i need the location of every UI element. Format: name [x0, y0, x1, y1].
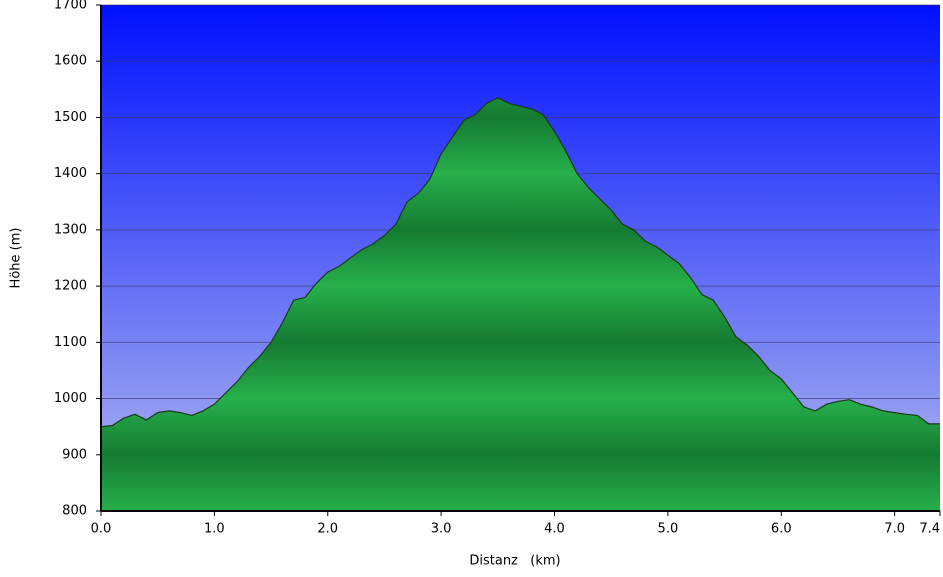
x-tick-label: 6.0: [771, 522, 792, 537]
x-axis-label: Distanz (km): [469, 554, 560, 569]
y-tick-label: 1700: [54, 0, 87, 13]
x-tick-label: 4.0: [544, 522, 565, 537]
x-tick-label: 3.0: [431, 522, 452, 537]
x-tick-label: 7.0: [884, 522, 905, 537]
y-axis-label: Höhe (m): [9, 228, 24, 289]
y-tick-label: 1100: [54, 335, 87, 350]
elevation-area: [101, 97, 940, 512]
y-tick-label: 1200: [54, 279, 87, 294]
elevation-line: [100, 97, 940, 428]
y-tick-label: 1300: [54, 222, 87, 237]
x-tick-label: 0.0: [91, 522, 112, 537]
x-tick-label: 5.0: [658, 522, 679, 537]
y-tick-label: 1600: [54, 54, 87, 69]
x-tick-label: 7.4: [919, 522, 940, 537]
y-tick-label: 1500: [54, 110, 87, 125]
y-tick-label: 800: [62, 504, 87, 519]
y-tick-label: 1000: [54, 391, 87, 406]
x-tick-label: 2.0: [317, 522, 338, 537]
x-tick-label: 1.0: [204, 522, 225, 537]
y-tick-label: 1400: [54, 166, 87, 181]
y-tick-label: 900: [62, 447, 87, 462]
